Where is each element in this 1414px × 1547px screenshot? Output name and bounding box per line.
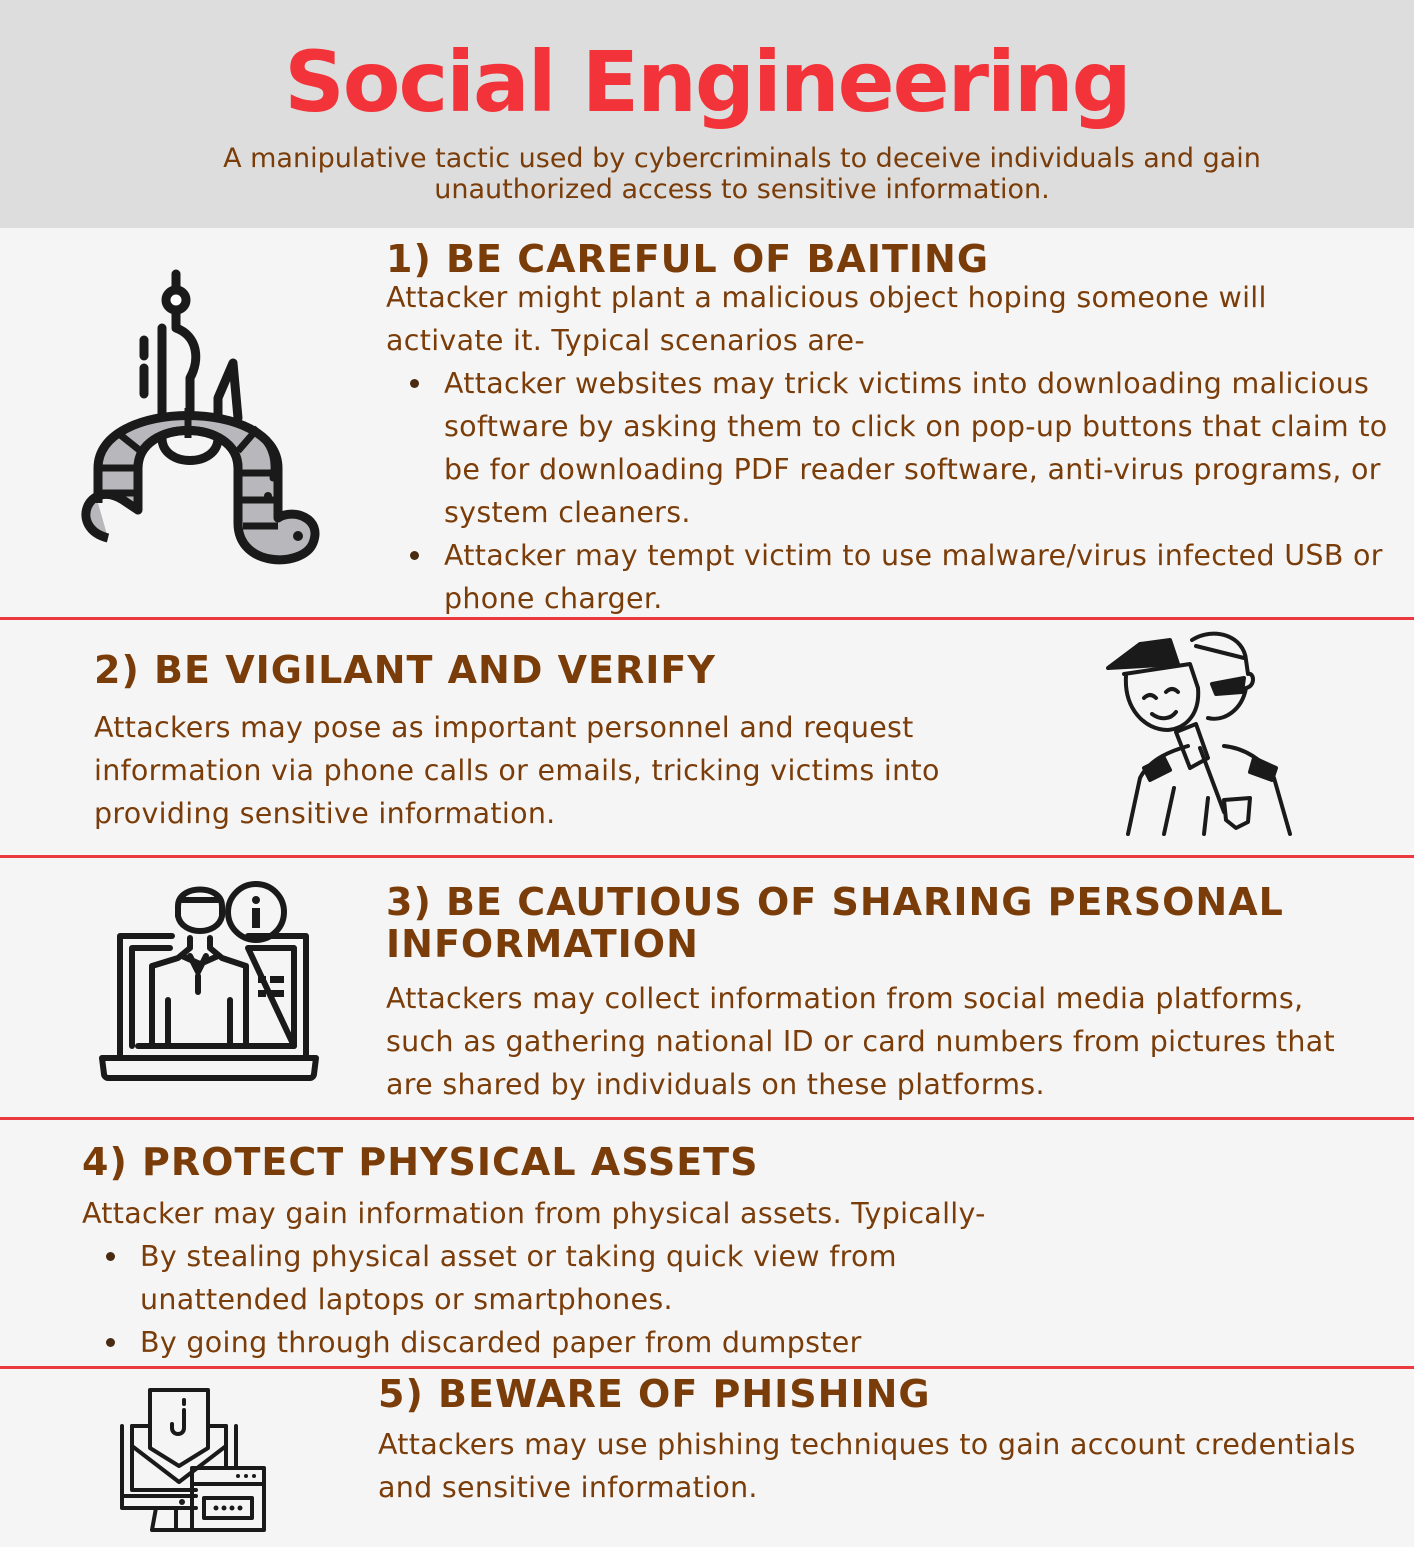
section-4-intro: Attacker may gain information from physi… [82, 1197, 986, 1230]
section-4-heading: 4) PROTECT PHYSICAL ASSETS [82, 1140, 759, 1184]
section-4-bullet-list: By stealing physical asset or taking qui… [84, 1235, 964, 1364]
page-title: Social Engineering [284, 33, 1132, 131]
worm-on-hook-icon [78, 268, 328, 580]
section-3-intro: Attackers may collect information from s… [386, 982, 1335, 1101]
phishing-email-icon [116, 1386, 270, 1536]
list-item: Attacker websites may trick victims into… [388, 362, 1398, 534]
section-5-intro: Attackers may use phishing techniques to… [378, 1428, 1356, 1504]
header-banner [0, 0, 1414, 228]
list-item: By going through discarded paper from du… [84, 1321, 964, 1364]
section-1-heading: 1) BE CAREFUL OF BAITING [386, 237, 990, 281]
section-1-bullet-list: Attacker websites may trick victims into… [388, 362, 1398, 620]
section-2-heading: 2) BE VIGILANT AND VERIFY [94, 648, 716, 692]
section-divider [0, 617, 1414, 620]
page-subtitle: A manipulative tactic used by cybercrimi… [223, 143, 1261, 205]
section-5-heading: 5) BEWARE OF PHISHING [378, 1372, 931, 1416]
section-divider [0, 1117, 1414, 1120]
section-divider [0, 855, 1414, 858]
laptop-profile-info-icon [98, 876, 320, 1082]
section-3-heading: 3) BE CAUTIOUS OF SHARING PERSONAL INFOR… [386, 880, 1284, 966]
list-item: Attacker may tempt victim to use malware… [388, 534, 1398, 620]
section-divider [0, 1366, 1414, 1369]
masked-impostor-icon [1104, 628, 1294, 840]
list-item: By stealing physical asset or taking qui… [84, 1235, 964, 1321]
section-1-intro: Attacker might plant a malicious object … [386, 281, 1267, 357]
section-2-intro: Attackers may pose as important personne… [94, 711, 940, 830]
